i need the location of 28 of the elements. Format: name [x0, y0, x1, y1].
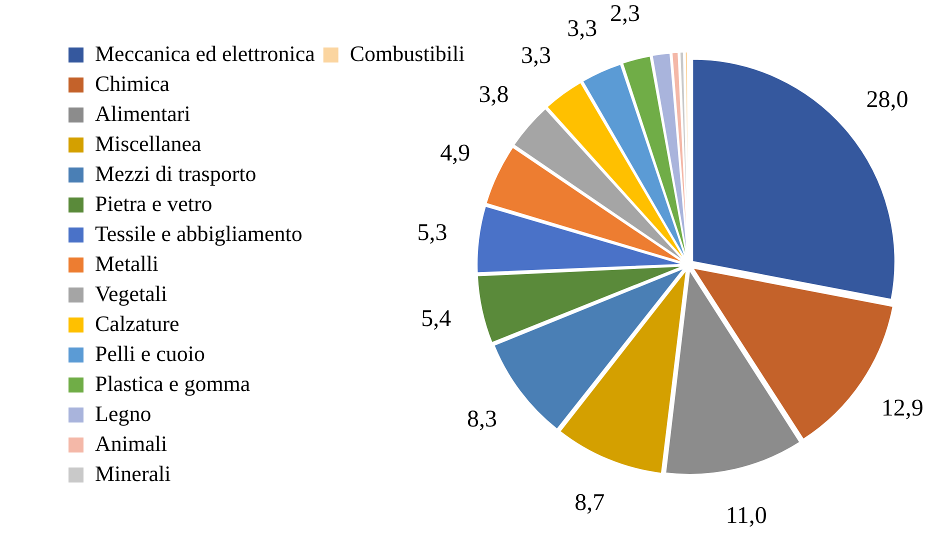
data-label: 3,3 — [567, 16, 598, 42]
legend-label: Animali — [95, 430, 168, 456]
data-label: 4,9 — [440, 140, 470, 167]
data-label: 8,3 — [466, 406, 497, 432]
legend-label: Tessile e abbigliamento — [95, 220, 302, 246]
data-label: 5,4 — [421, 306, 452, 332]
data-label: 5,3 — [417, 220, 448, 246]
legend-label: Alimentari — [95, 100, 190, 126]
legend-label: Combustibili — [350, 40, 465, 66]
legend-label: Chimica — [95, 70, 170, 96]
legend-label: Pietra e vetro — [95, 190, 212, 216]
legend-label: Legno — [95, 400, 152, 426]
legend-label: Plastica e gomma — [95, 370, 250, 396]
data-label: 11,0 — [726, 502, 767, 529]
legend-label: Pelli e cuoio — [95, 340, 205, 366]
data-label: 3,3 — [521, 42, 552, 69]
data-label: 8,7 — [574, 490, 605, 516]
legend-label: Minerali — [95, 460, 171, 486]
legend-label: Metalli — [95, 250, 159, 276]
legend-label: Meccanica ed elettronica — [95, 40, 316, 66]
data-label: 2,3 — [610, 1, 640, 28]
legend-label: Vegetali — [95, 280, 168, 306]
data-label: 3,8 — [478, 82, 509, 108]
data-label: 12,9 — [881, 396, 924, 422]
legend-label: Calzature — [95, 310, 180, 336]
data-label: 28,0 — [866, 86, 908, 113]
legend-label: Miscellanea — [95, 130, 202, 156]
legend-label: Mezzi di trasporto — [95, 160, 256, 186]
